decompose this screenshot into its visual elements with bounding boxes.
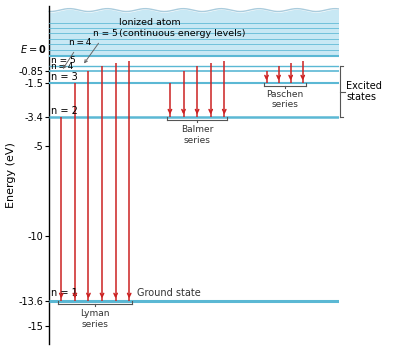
Text: n = 4: n = 4 xyxy=(63,38,91,68)
Text: n = 4: n = 4 xyxy=(51,62,73,71)
Text: Ground state: Ground state xyxy=(137,288,200,298)
Text: Balmer
series: Balmer series xyxy=(181,125,213,145)
Text: Paschen
series: Paschen series xyxy=(266,90,303,109)
Text: n = 5: n = 5 xyxy=(51,56,76,65)
Text: n = 5: n = 5 xyxy=(85,29,118,63)
Y-axis label: Energy (eV): Energy (eV) xyxy=(6,142,16,208)
Bar xyxy=(49,6,339,56)
Text: $E = \mathbf{0}$: $E = \mathbf{0}$ xyxy=(20,43,47,55)
Text: n = 1: n = 1 xyxy=(51,288,78,299)
Text: Ionized atom
(continuous energy levels): Ionized atom (continuous energy levels) xyxy=(119,18,245,37)
Text: n = 2: n = 2 xyxy=(51,106,78,116)
Text: Excited
states: Excited states xyxy=(347,81,382,102)
Text: Lyman
series: Lyman series xyxy=(80,309,110,329)
Text: n = 3: n = 3 xyxy=(51,72,78,82)
